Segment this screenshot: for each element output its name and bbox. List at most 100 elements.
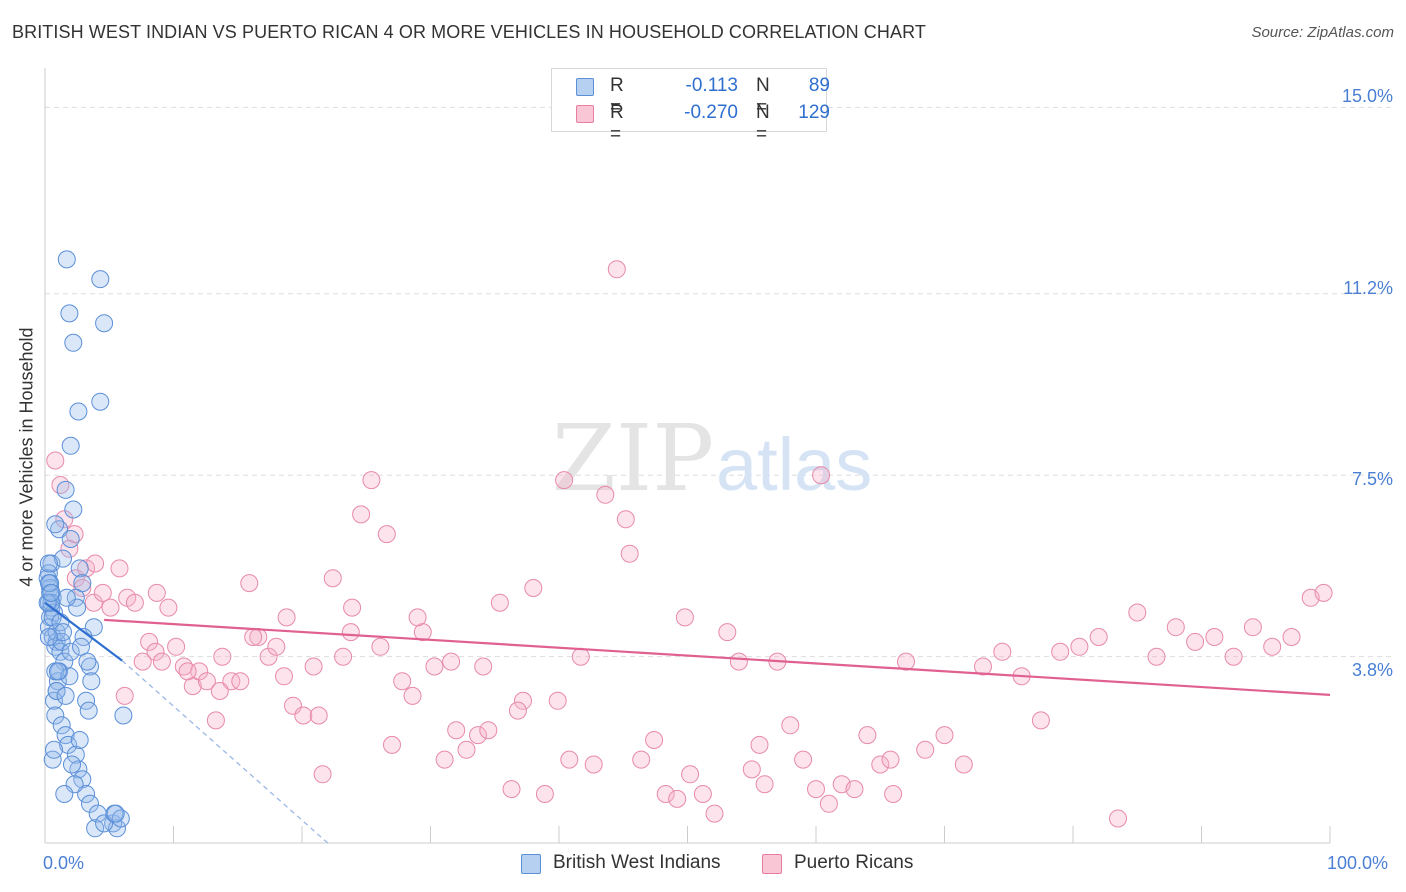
data-point	[362, 471, 381, 490]
legend-swatch-pink	[576, 105, 594, 123]
data-point	[93, 583, 112, 602]
data-point	[935, 726, 954, 745]
data-point	[277, 608, 296, 627]
trend-lines	[44, 601, 1331, 697]
data-point	[84, 593, 103, 612]
legend-swatch-pink	[762, 854, 782, 874]
data-point	[159, 598, 178, 617]
data-point	[1147, 647, 1166, 666]
data-point	[794, 750, 813, 769]
data-point	[52, 716, 71, 735]
y-tick-label: 7.5%	[1351, 469, 1393, 489]
legend-r-value: -0.113	[685, 75, 738, 96]
data-point	[897, 652, 915, 671]
data-point	[152, 652, 171, 671]
correlation-legend: R = -0.113 N = 89 R = -0.270 N = 129	[551, 68, 830, 145]
data-point	[693, 785, 712, 803]
data-point	[881, 750, 900, 769]
data-point	[1205, 628, 1224, 646]
data-point	[54, 623, 72, 642]
data-point	[1089, 628, 1108, 646]
data-point	[371, 637, 390, 656]
data-point	[313, 765, 332, 784]
data-point	[607, 260, 626, 279]
data-point	[469, 726, 487, 745]
data-point	[60, 667, 79, 686]
y-tick-label: 15.0%	[1341, 86, 1393, 106]
data-point	[858, 726, 877, 745]
data-point	[69, 402, 88, 421]
data-point	[56, 480, 75, 499]
data-point	[91, 270, 110, 289]
data-point	[43, 750, 62, 769]
data-point	[72, 637, 90, 656]
data-point	[167, 637, 186, 656]
data-point	[42, 583, 61, 602]
data-point	[244, 628, 263, 646]
data-point	[70, 731, 89, 749]
data-point	[514, 691, 532, 710]
data-point	[435, 750, 454, 769]
gridlines	[45, 106, 1395, 658]
trend-line-british-west-indians	[44, 601, 123, 662]
legend-swatch-blue	[576, 78, 594, 96]
data-point	[403, 686, 422, 705]
data-point	[77, 785, 96, 803]
data-point	[59, 735, 78, 754]
data-point	[57, 588, 76, 607]
data-point	[77, 559, 96, 578]
data-point	[81, 657, 99, 676]
data-point	[548, 691, 567, 710]
data-point	[66, 745, 85, 764]
data-point	[48, 662, 67, 681]
data-point	[742, 760, 761, 779]
data-point	[267, 637, 286, 656]
data-point	[596, 485, 615, 504]
data-point	[819, 794, 838, 813]
data-point	[147, 583, 166, 602]
data-point	[63, 755, 81, 774]
data-point	[259, 647, 278, 666]
data-point	[240, 574, 259, 593]
data-point	[114, 706, 133, 725]
data-point	[206, 711, 225, 730]
data-point	[1109, 809, 1127, 828]
x-tick-label: 0.0%	[43, 853, 85, 873]
legend-n-label: N =	[756, 75, 770, 118]
data-point	[275, 667, 293, 686]
data-point	[95, 314, 114, 333]
legend-label: Puerto Ricans	[794, 852, 914, 873]
watermark-atlas: atlas	[716, 423, 872, 506]
data-point	[474, 657, 493, 676]
data-point	[133, 652, 152, 671]
data-point	[524, 579, 543, 597]
data-point	[46, 515, 65, 534]
data-point	[91, 392, 110, 411]
data-point	[86, 554, 105, 573]
watermark-zip: ZIP	[552, 405, 714, 512]
legend-r-label: R =	[610, 75, 624, 118]
data-point	[61, 530, 80, 548]
trend-extension	[121, 660, 329, 844]
watermark: ZIP atlas	[552, 405, 872, 512]
data-point	[1051, 642, 1070, 661]
data-point	[73, 579, 92, 597]
legend-n-label: N =	[756, 102, 770, 145]
data-point	[718, 623, 737, 642]
data-point	[51, 642, 70, 661]
data-point	[681, 765, 700, 784]
data-point	[56, 686, 75, 705]
data-point	[1314, 583, 1333, 602]
data-point	[584, 755, 603, 774]
data-point	[645, 731, 664, 749]
series-british-west-indians	[38, 250, 133, 838]
data-point	[1031, 711, 1050, 730]
data-point	[309, 706, 328, 725]
data-point	[334, 647, 353, 666]
data-point	[101, 598, 120, 617]
data-point	[571, 647, 590, 666]
trend-line-extension	[121, 660, 329, 844]
data-point	[46, 451, 65, 470]
data-point	[60, 304, 79, 323]
data-point	[213, 647, 232, 666]
